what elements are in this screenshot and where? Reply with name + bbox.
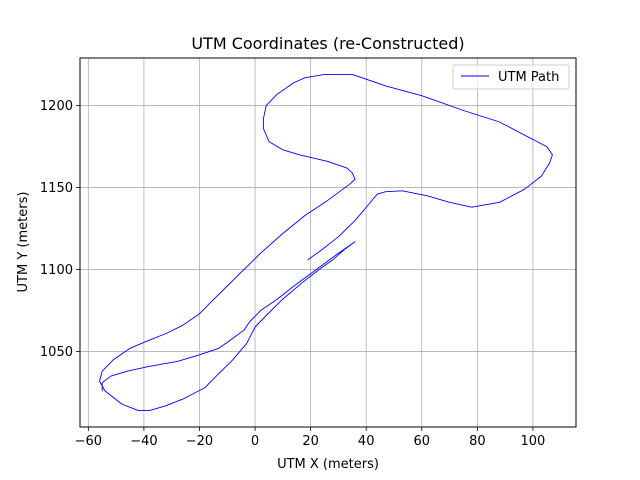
y-axis: 1050 1100 1150 1200 — [40, 99, 80, 360]
x-tick-label: 80 — [469, 434, 486, 449]
x-tick-label: −40 — [130, 434, 157, 449]
plot-frame — [79, 57, 577, 428]
legend-box — [452, 64, 570, 90]
grid — [80, 58, 576, 427]
x-tick-label: −20 — [186, 434, 213, 449]
x-tick-label: 20 — [302, 434, 319, 449]
plot-area — [99, 73, 553, 412]
x-tick-label: 40 — [358, 434, 375, 449]
x-tick-label: 100 — [521, 434, 546, 449]
y-tick-label: 1150 — [40, 181, 73, 196]
x-tick-label: −60 — [75, 434, 102, 449]
series-line-utm-path — [99, 73, 553, 412]
y-axis-title: UTM Y (meters) — [16, 192, 31, 293]
legend: UTM Path — [452, 64, 570, 90]
legend-label-utm-path: UTM Path — [498, 70, 559, 85]
x-axis: −60 −40 −20 0 20 40 60 80 100 — [75, 427, 546, 449]
x-axis-title: UTM X (meters) — [277, 457, 379, 472]
y-tick-label: 1050 — [40, 345, 73, 360]
y-tick-label: 1100 — [40, 263, 73, 278]
x-tick-label: 60 — [414, 434, 431, 449]
x-tick-label: 0 — [251, 434, 259, 449]
chart-title: UTM Coordinates (re-Constructed) — [191, 34, 464, 53]
y-tick-label: 1200 — [40, 99, 73, 114]
